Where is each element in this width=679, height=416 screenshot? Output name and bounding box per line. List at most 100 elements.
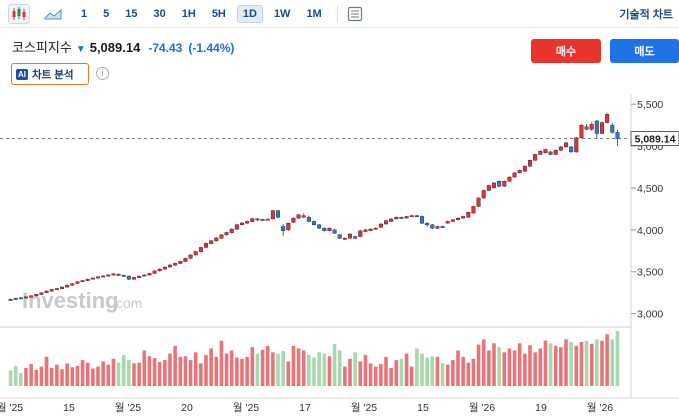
area-chart-icon[interactable] <box>42 4 64 24</box>
candle-body <box>564 142 569 148</box>
candle-body <box>553 150 558 155</box>
y-tick-label: 5,500 <box>637 99 663 111</box>
candle-body <box>44 290 49 293</box>
volume-bar <box>240 358 244 386</box>
x-tick-label: 월 '26 <box>469 402 495 414</box>
timeframe-30[interactable]: 30 <box>153 7 166 20</box>
volume-bar <box>265 345 270 386</box>
price-chart[interactable]: Investing .com 5,5005,0004,5004,0003,500… <box>0 94 679 416</box>
timeframe-1d[interactable]: 1D <box>236 4 263 23</box>
candle-body <box>18 297 23 300</box>
ai-button-label: 차트 분석 <box>32 68 74 81</box>
timeframe-5h[interactable]: 5H <box>211 7 226 20</box>
candle-body <box>522 165 527 172</box>
candle-body <box>492 182 497 189</box>
candle-body <box>65 284 70 288</box>
timeframe-group: 1 5 15 30 1H 5H 1D 1W 1M <box>76 4 327 23</box>
volume-bar <box>229 350 234 386</box>
technical-chart-link[interactable]: 기술적 차트 <box>619 9 673 21</box>
candle-body <box>29 295 34 298</box>
volume-bar <box>517 343 522 386</box>
index-name: 코스피지수 <box>12 40 72 55</box>
timeframe-1h[interactable]: 1H <box>181 7 196 20</box>
volume-bar <box>147 356 152 386</box>
candle-body <box>239 222 244 226</box>
ai-chart-analysis-button[interactable]: AI 차트 분석 <box>11 63 89 85</box>
volume-bar <box>44 356 49 386</box>
x-tick-label: 15 <box>417 402 429 414</box>
candle-body <box>8 299 13 301</box>
candle-body <box>476 197 481 207</box>
candle-body <box>296 214 301 219</box>
volume-bar <box>55 364 59 386</box>
candle-body <box>234 224 239 230</box>
x-tick-label: 15 <box>63 402 75 414</box>
sell-button[interactable]: 매도 <box>610 39 679 63</box>
candle-body <box>260 219 265 221</box>
volume-bar <box>152 358 157 386</box>
timeframe-1w[interactable]: 1W <box>273 7 291 20</box>
volume-bar <box>85 362 90 386</box>
volume-bar <box>39 366 44 386</box>
candle-body <box>394 217 399 220</box>
down-arrow-icon: ▼ <box>75 44 86 55</box>
volume-bar <box>451 360 455 386</box>
volume-bar <box>296 348 301 386</box>
candle-body <box>142 274 147 277</box>
volume-bar <box>281 351 285 386</box>
volume-bar <box>476 344 481 386</box>
candle-body <box>322 227 327 231</box>
volume-bar <box>564 339 568 386</box>
candle-body <box>558 146 563 151</box>
info-icon[interactable]: i <box>96 67 109 80</box>
ai-badge-icon: AI <box>16 68 28 80</box>
candle-body <box>342 238 347 240</box>
volume-bar <box>96 366 100 386</box>
volume-bar <box>363 354 368 386</box>
volume-bar <box>91 368 95 386</box>
chart-settings-icon[interactable] <box>344 4 366 24</box>
candle-body <box>450 219 455 222</box>
volume-bar <box>245 356 249 386</box>
volume-bar <box>358 361 363 386</box>
volume-bar <box>548 343 553 386</box>
timeframe-1m[interactable]: 1M <box>306 7 322 20</box>
volume-bar <box>70 367 75 386</box>
volume-bar <box>507 348 512 386</box>
candle-body <box>276 210 281 218</box>
x-tick-label: 19 <box>535 402 547 414</box>
volume-bar <box>322 353 327 386</box>
volume-bar <box>600 340 604 386</box>
timeframe-5[interactable]: 5 <box>103 7 110 20</box>
candle-body <box>600 122 605 134</box>
volume-bar <box>353 352 357 386</box>
volume-bar <box>137 362 141 386</box>
volume-bar <box>327 356 332 386</box>
volume-bar <box>481 339 486 386</box>
candle-body <box>414 215 419 218</box>
candle-body <box>183 258 188 262</box>
volume-bar <box>574 345 579 386</box>
candle-body <box>152 270 157 274</box>
candle-body <box>137 275 142 278</box>
volume-bar <box>276 353 280 386</box>
candle-body <box>615 132 620 139</box>
timeframe-1[interactable]: 1 <box>81 7 88 20</box>
candle-body <box>34 294 39 297</box>
volume-bar <box>106 364 111 386</box>
volume-bar <box>445 364 450 386</box>
candlestick-chart-icon[interactable] <box>8 3 30 24</box>
volume-bar <box>466 362 471 386</box>
candle-body <box>24 296 29 299</box>
volume-bar <box>286 361 291 386</box>
buy-button[interactable]: 매수 <box>531 39 601 63</box>
candle-body <box>224 232 229 236</box>
candle-body <box>306 217 311 222</box>
volume-bar <box>456 350 460 386</box>
watermark-suffix: .com <box>112 295 142 311</box>
candle-body <box>548 151 553 155</box>
volume-bar <box>348 358 352 386</box>
volume-bar <box>502 352 507 386</box>
volume-bar <box>430 356 435 386</box>
timeframe-15[interactable]: 15 <box>125 7 138 20</box>
